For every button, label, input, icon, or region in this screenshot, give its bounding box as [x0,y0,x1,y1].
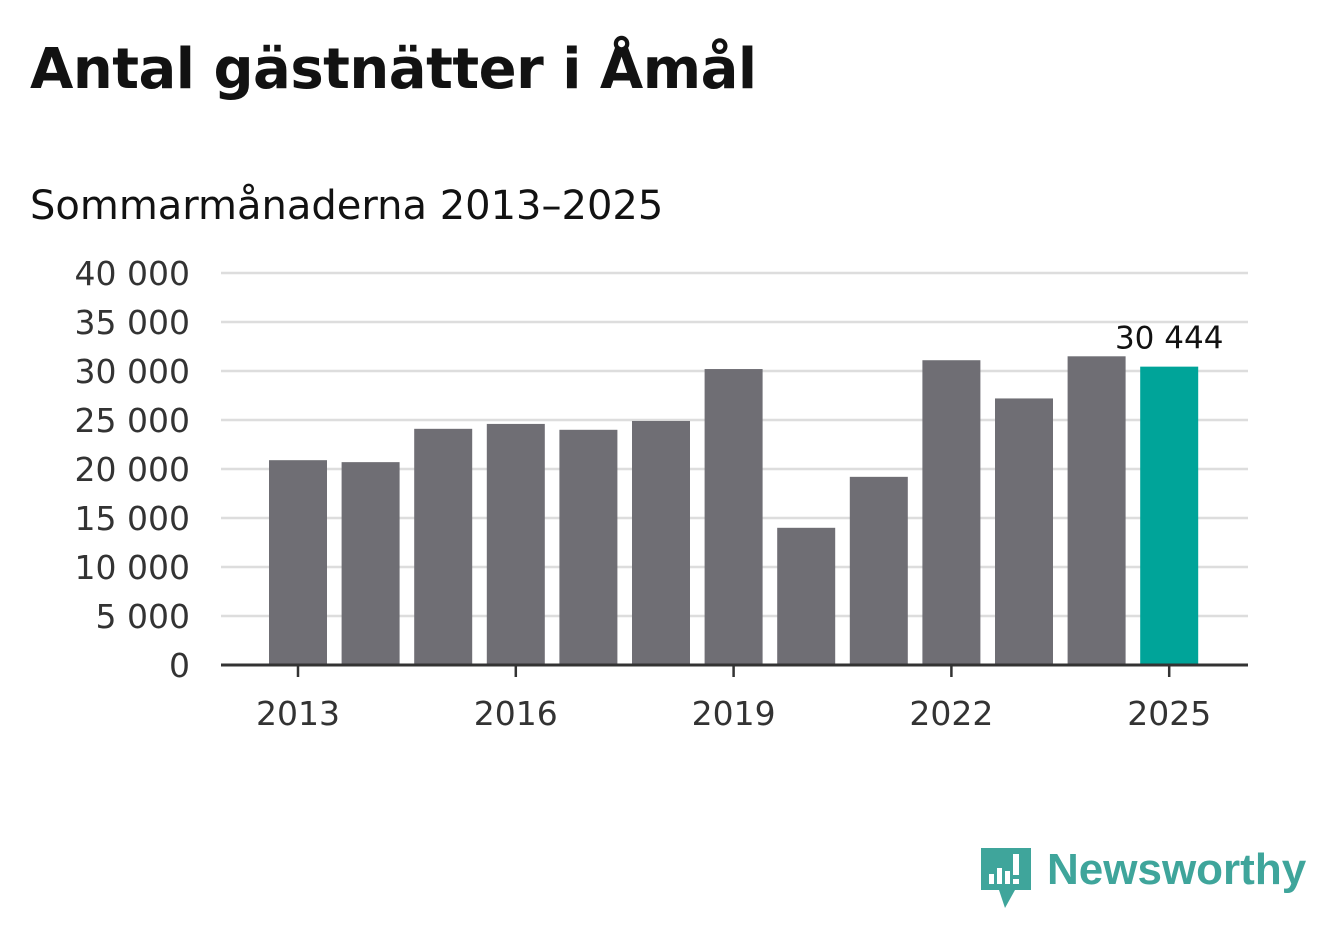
y-axis-tick-labels: 0 5 000 10 000 15 000 20 000 25 000 30 000 35 0… [75,254,190,685]
chart-subtitle: Sommarmånaderna 2013–2025 [30,183,664,229]
x-axis: 2013 2016 2019 2022 2025 [221,663,1248,733]
bar-2023 [995,398,1053,665]
y-tick-label: 5 000 [96,597,190,636]
bar-2014 [341,462,400,665]
bar-2020 [777,527,836,665]
x-tick-label: 2022 [909,694,993,733]
bar-2013 [269,460,327,665]
bar-2018 [632,420,690,665]
bar-2025 [1140,366,1199,665]
bar-2016 [486,423,545,665]
y-tick-label: 25 000 [75,401,190,440]
y-tick-label: 35 000 [75,303,190,342]
y-tick-label: 30 000 [75,352,190,391]
y-tick-label: 20 000 [75,450,190,489]
data-label-2025: 30 444 [1115,321,1223,357]
bar-2022 [922,360,981,665]
x-tick-label: 2016 [474,694,558,733]
y-tick-label: 0 [169,646,190,685]
bar-chart: 0 5 000 10 000 15 000 20 000 25 000 30 000 35 0… [75,254,1248,733]
bars [269,356,1199,665]
bar-2017 [559,429,618,665]
x-tick-label: 2013 [256,694,340,733]
newsworthy-bars-logo-icon [981,848,1031,908]
data-labels: 30 444 [1115,321,1223,357]
bar-2015 [414,428,473,665]
chart-title: Antal gästnätter i Åmål [30,37,757,102]
y-tick-label: 10 000 [75,548,190,587]
x-tick-label: 2025 [1127,694,1211,733]
y-tick-label: 40 000 [75,254,190,293]
bar-2021 [849,476,908,665]
bar-2019 [704,369,763,665]
x-tick-label: 2019 [692,694,776,733]
brand-logo: Newsworthy [981,845,1307,912]
bar-2024 [1067,356,1126,665]
brand-name: Newsworthy [1047,845,1307,894]
y-tick-label: 15 000 [75,499,190,538]
